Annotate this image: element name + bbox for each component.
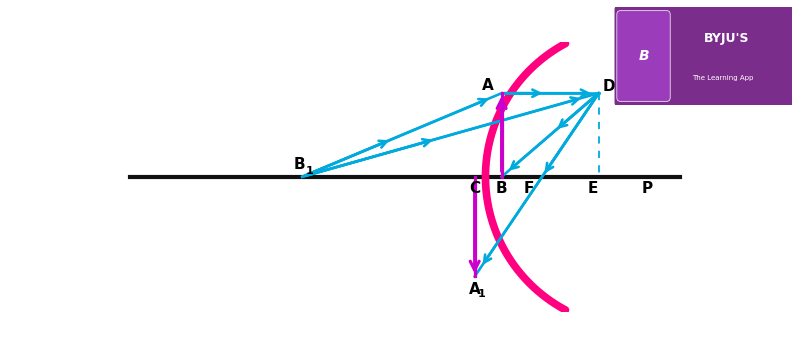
FancyBboxPatch shape — [617, 11, 670, 102]
Text: D: D — [603, 79, 616, 94]
Text: C: C — [469, 181, 480, 196]
Text: 1: 1 — [478, 289, 486, 299]
Text: B: B — [496, 181, 507, 196]
Text: BYJU'S: BYJU'S — [704, 32, 750, 46]
FancyBboxPatch shape — [614, 6, 793, 106]
Text: A: A — [469, 282, 481, 298]
Text: 1: 1 — [306, 166, 313, 176]
Text: E: E — [588, 181, 598, 196]
Text: B: B — [294, 158, 306, 173]
Text: B: B — [638, 49, 649, 63]
Text: P: P — [642, 181, 653, 196]
Text: A: A — [482, 78, 494, 93]
Text: F: F — [523, 181, 534, 196]
Text: The Learning App: The Learning App — [692, 75, 753, 81]
